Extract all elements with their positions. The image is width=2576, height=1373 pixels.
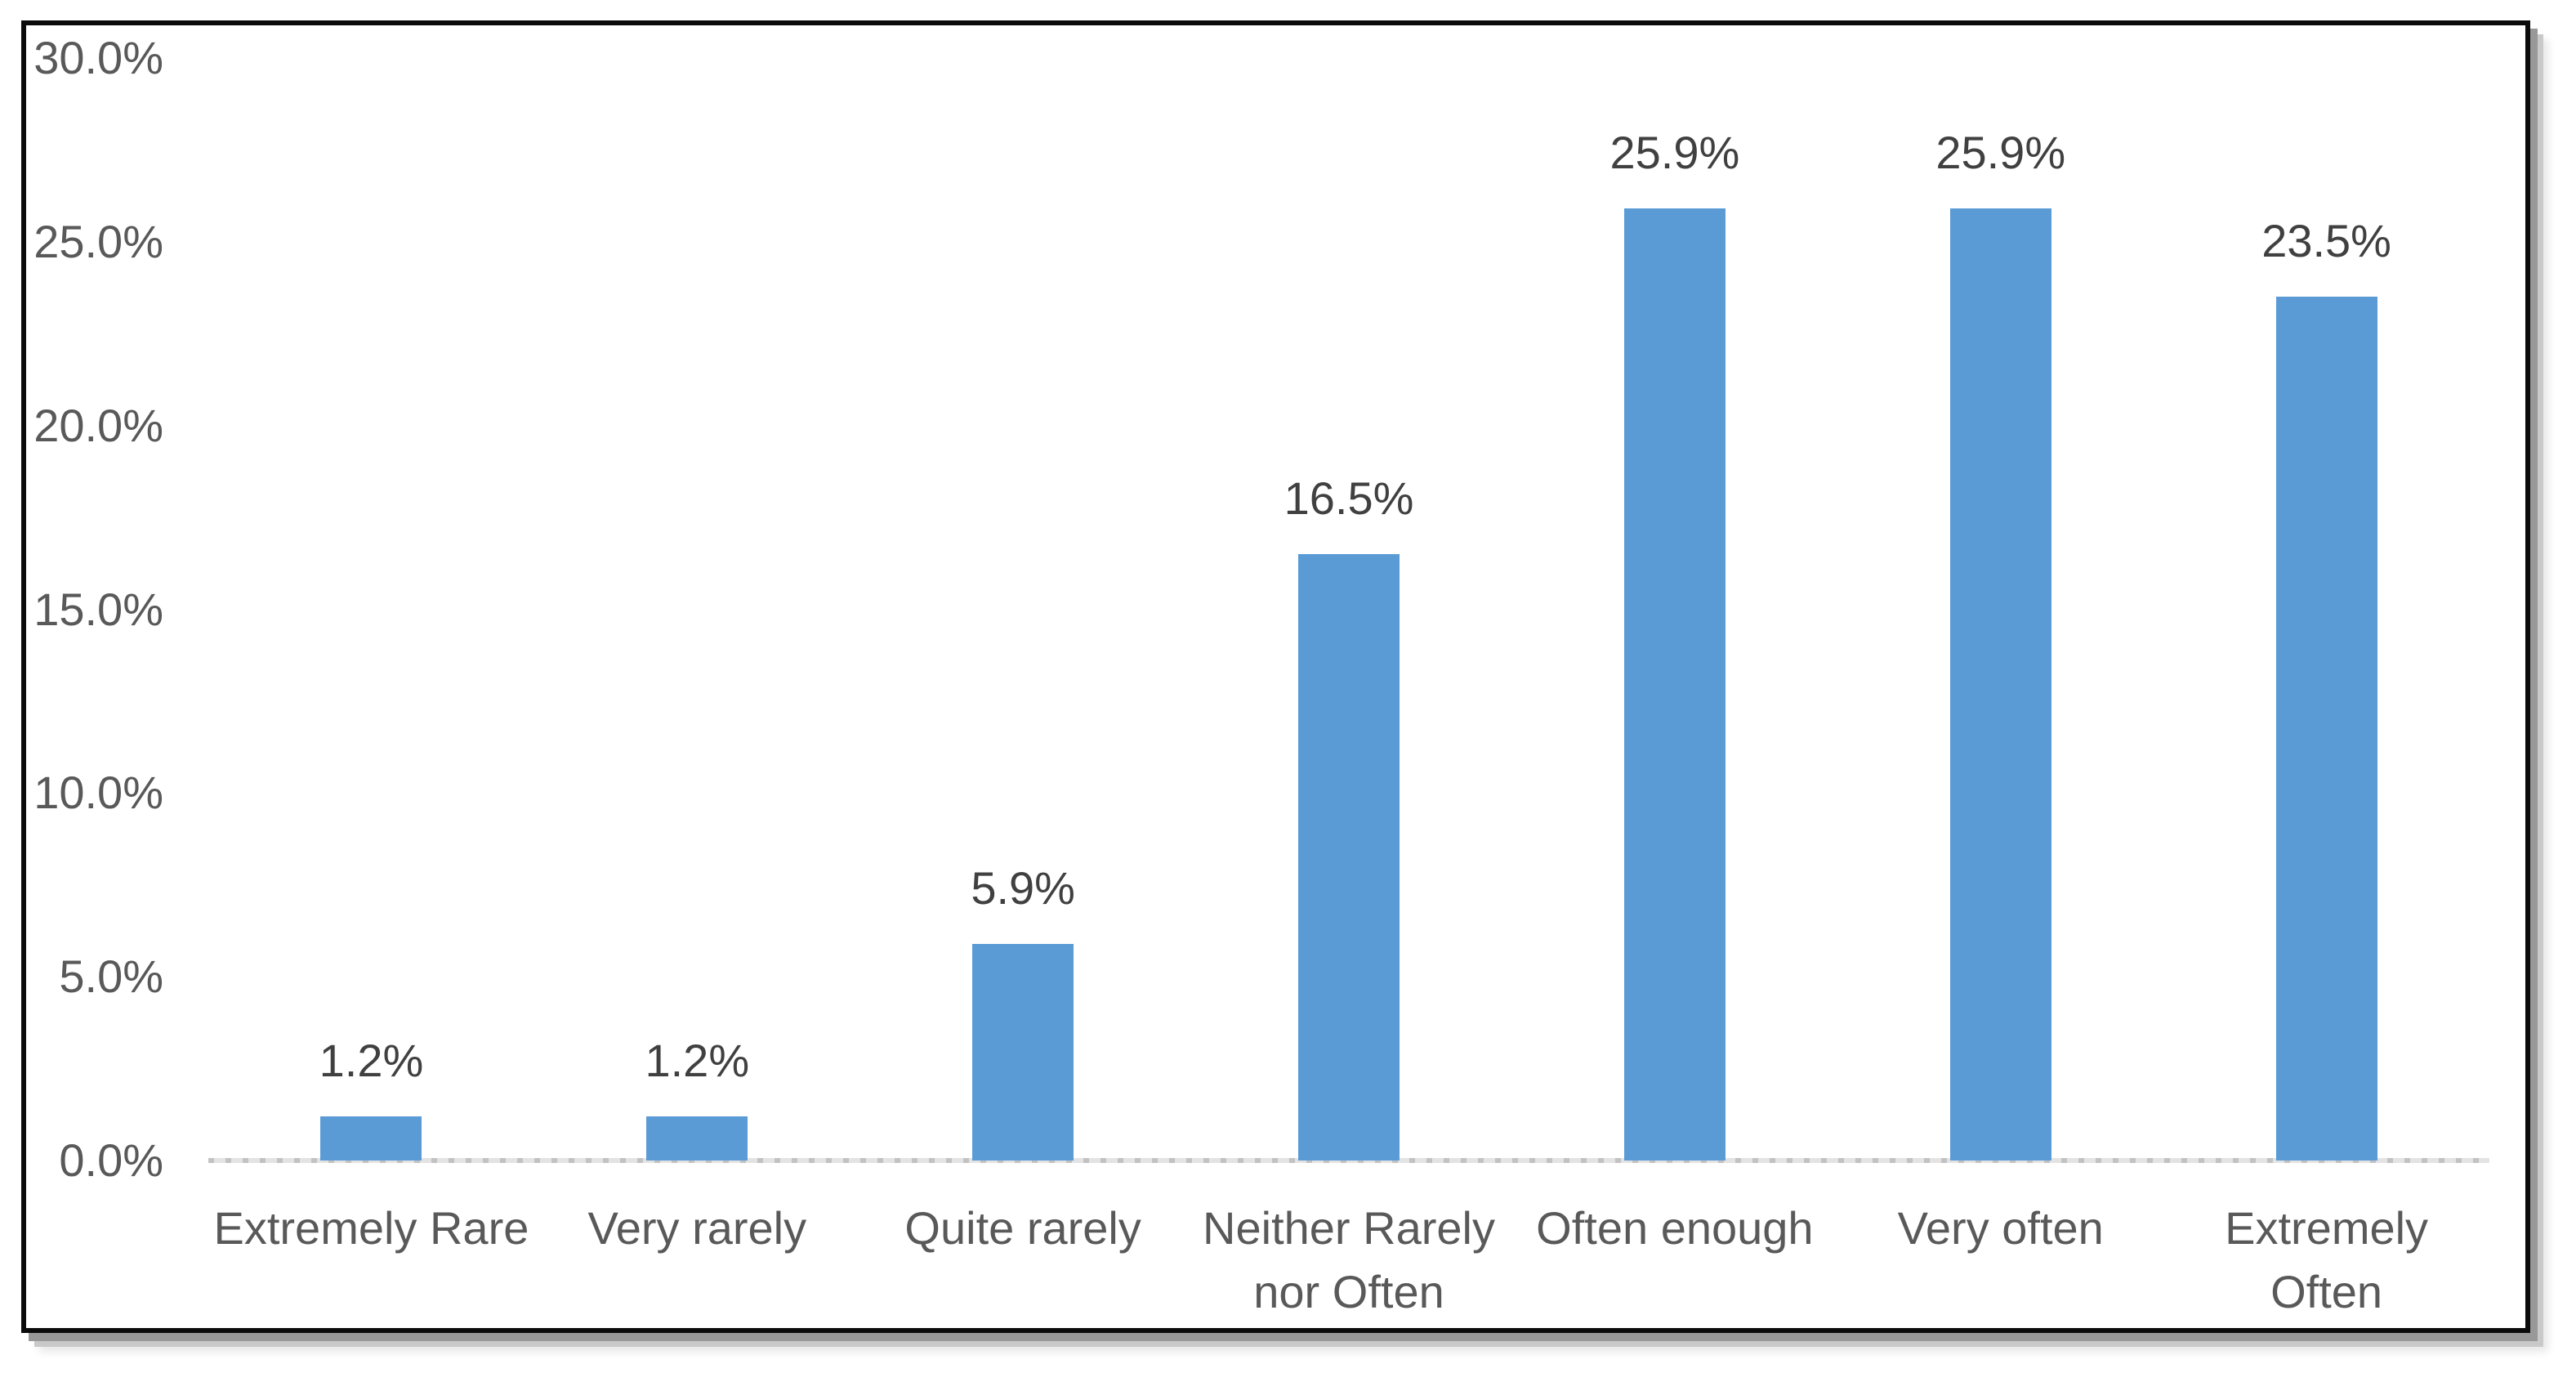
bars-row: 1.2% 1.2% 5.9% 16.5% 25.9% 25.9% 23.5% — [208, 58, 2489, 1161]
x-axis-label: Very often — [1897, 1202, 2104, 1254]
bar — [1298, 554, 1400, 1161]
bar-value-label: 23.5% — [2261, 215, 2391, 267]
x-axis-labels: Extremely Rare Very rarely Quite rarely Nei… — [208, 1196, 2489, 1325]
y-tick-label: 30.0% — [33, 32, 163, 83]
plot-area: 1.2% 1.2% 5.9% 16.5% 25.9% 25.9% 23.5% — [208, 58, 2489, 1163]
bar-value-label: 5.9% — [971, 861, 1075, 914]
bar — [2275, 297, 2377, 1161]
bar — [1623, 208, 1726, 1161]
x-axis-label: Very rarely — [587, 1202, 807, 1254]
y-tick-label: 15.0% — [33, 584, 163, 635]
bar-value-label: 1.2% — [319, 1035, 424, 1086]
bar-value-label: 25.9% — [1609, 127, 1740, 179]
bar-value-label: 16.5% — [1284, 472, 1414, 524]
bar-column: 25.9% — [1837, 58, 2163, 1161]
bar — [320, 1116, 422, 1161]
x-axis-line — [208, 1158, 2489, 1163]
x-axis-label: Neither Rarely nor Often — [1203, 1202, 1495, 1318]
chart-frame: 30.0% 25.0% 20.0% 15.0% 10.0% 5.0% 0.0% … — [21, 20, 2530, 1333]
bar-column: 5.9% — [860, 58, 1186, 1161]
bar-column: 1.2% — [208, 58, 534, 1161]
bar — [972, 943, 1074, 1161]
y-tick-label: 25.0% — [33, 216, 163, 267]
bar-value-label: 1.2% — [645, 1035, 750, 1086]
y-tick-label: 10.0% — [33, 767, 163, 818]
x-axis-label: Extremely Often — [2225, 1202, 2429, 1318]
y-tick-label: 5.0% — [59, 950, 163, 1002]
y-tick-label: 20.0% — [33, 400, 163, 451]
y-tick-label: 0.0% — [59, 1134, 163, 1186]
x-axis-label: Quite rarely — [904, 1202, 1141, 1254]
x-axis-label: Often enough — [1536, 1202, 1814, 1254]
bar-column: 25.9% — [1511, 58, 1837, 1161]
x-axis-label: Extremely Rare — [213, 1202, 529, 1254]
bar-column: 23.5% — [2163, 58, 2489, 1161]
bar — [646, 1116, 748, 1161]
bar-column: 1.2% — [534, 58, 860, 1161]
bar — [1949, 208, 2051, 1161]
bar-value-label: 25.9% — [1935, 127, 2066, 179]
bar-column: 16.5% — [1186, 58, 1512, 1161]
